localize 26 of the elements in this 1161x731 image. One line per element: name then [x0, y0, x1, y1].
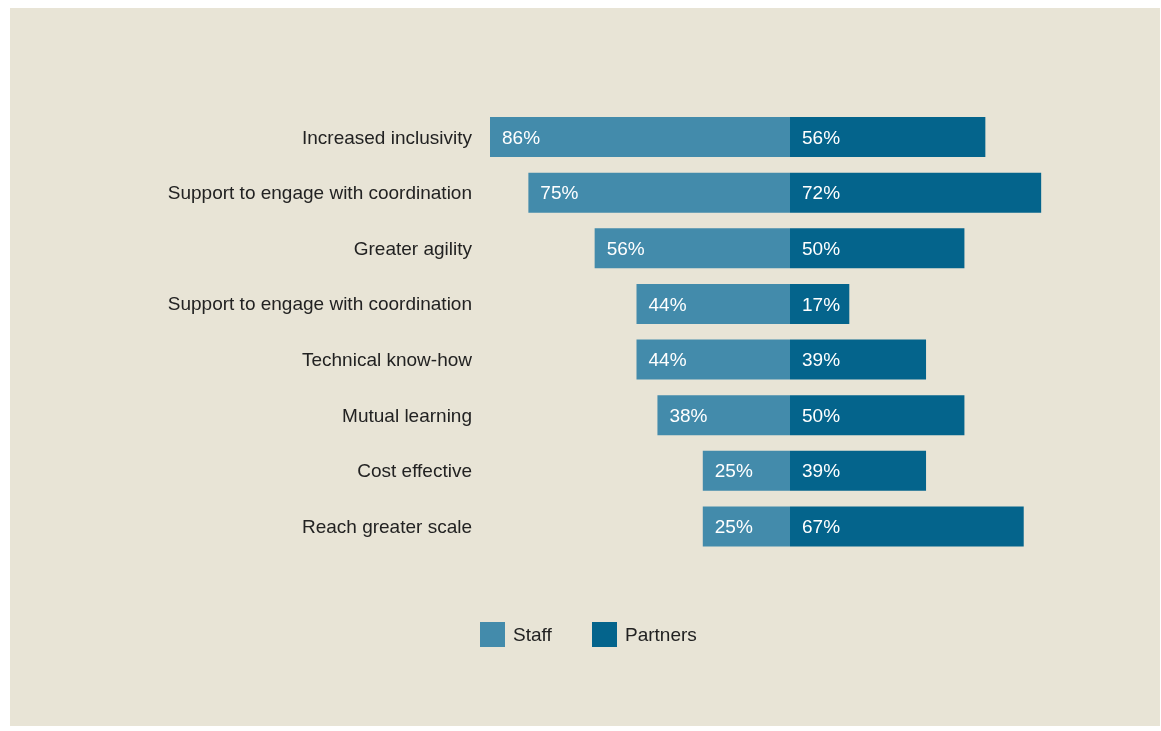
data-label: 17% [802, 293, 841, 315]
data-label: 25% [714, 516, 753, 538]
data-label: 44% [648, 349, 687, 371]
y-tick-label: Technical know-how [301, 349, 473, 371]
data-label: 86% [502, 126, 541, 148]
data-label: 44% [648, 293, 687, 315]
data-label: 39% [802, 460, 841, 482]
data-label: 38% [669, 404, 708, 426]
data-label: 25% [714, 460, 753, 482]
y-tick-label: Increased inclusivity [301, 126, 473, 148]
y-tick-label: Greater agility [353, 237, 473, 259]
y-tick-label: Mutual learning [342, 404, 472, 426]
data-label: 56% [606, 237, 645, 259]
y-tick-label: Support to engage with coordination [167, 293, 472, 315]
legend-label: Staff [513, 623, 552, 646]
data-label: 39% [802, 349, 841, 371]
data-label: 50% [802, 404, 841, 426]
data-label: 50% [802, 237, 841, 259]
y-tick-label: Support to engage with coordination [167, 182, 472, 204]
legend-label: Partners [625, 623, 697, 646]
data-label: 75% [540, 182, 579, 204]
data-label: 67% [802, 516, 841, 538]
data-label: 72% [802, 182, 841, 204]
y-tick-label: Reach greater scale [301, 515, 472, 537]
y-tick-label: Cost effective [357, 460, 472, 482]
data-label: 56% [802, 126, 841, 148]
